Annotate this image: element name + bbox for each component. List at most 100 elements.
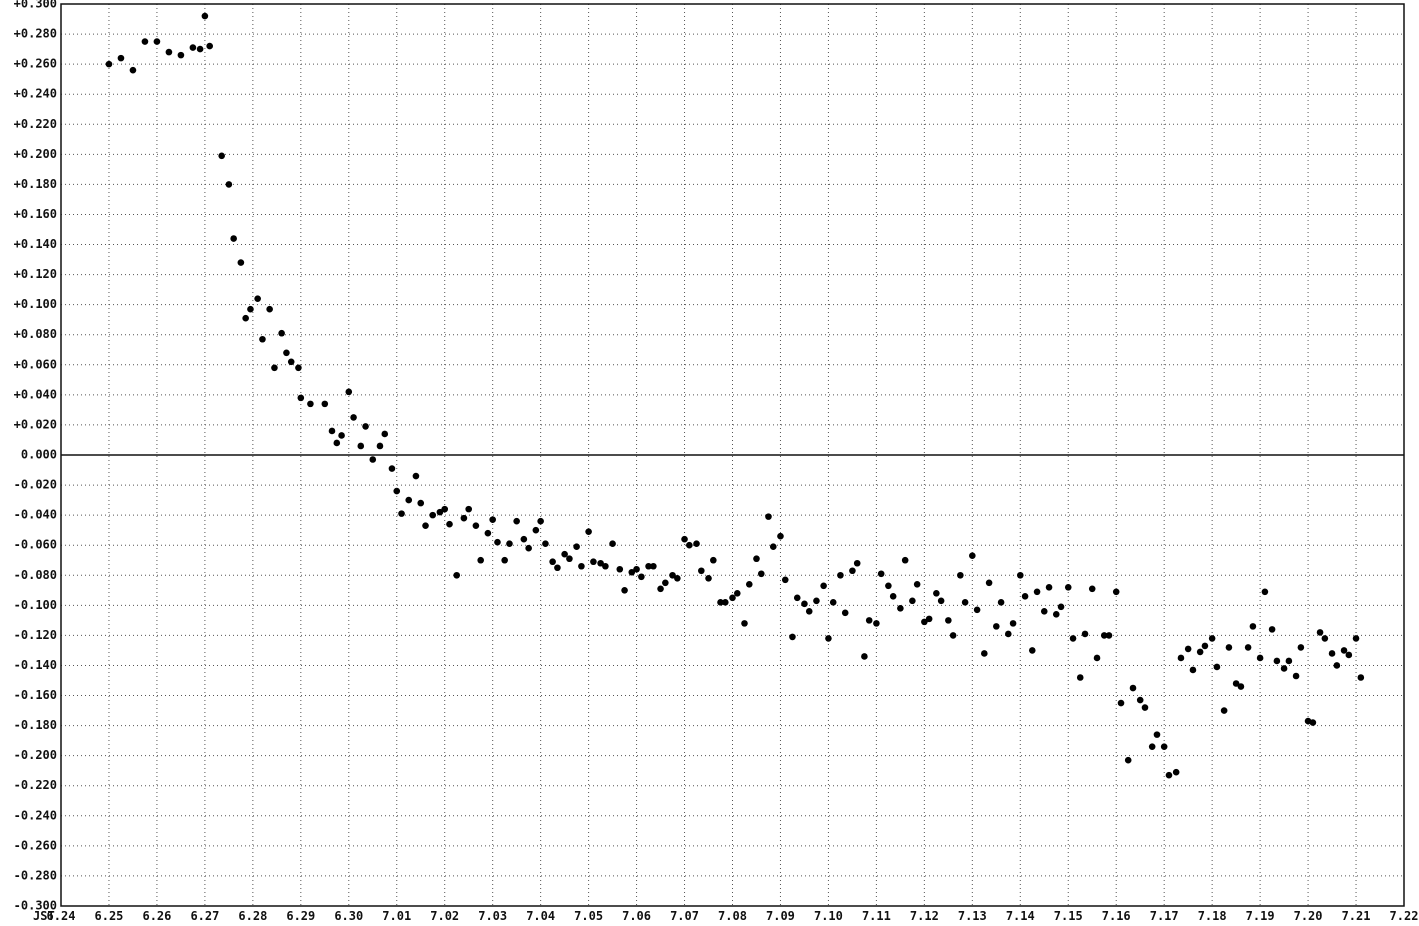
data-point	[345, 388, 353, 396]
data-point	[1016, 571, 1024, 579]
data-point	[1076, 674, 1084, 681]
x-axis-prefix: JST	[33, 909, 55, 923]
data-point	[693, 540, 700, 547]
data-point	[1256, 654, 1264, 662]
data-point	[901, 556, 909, 564]
x-tick-label: 7.14	[1006, 909, 1035, 923]
data-point	[993, 623, 1000, 630]
data-point	[1352, 635, 1360, 642]
data-point	[873, 620, 880, 627]
data-point	[429, 511, 437, 519]
data-point	[805, 608, 813, 615]
data-point	[321, 400, 329, 408]
data-point	[961, 599, 969, 606]
y-tick-label: -0.060	[14, 538, 57, 552]
data-point	[1004, 630, 1012, 638]
y-tick-label: -0.180	[14, 718, 57, 732]
data-point	[417, 499, 425, 507]
x-tick-label: 7.08	[718, 909, 747, 923]
x-tick-label: 7.02	[430, 909, 459, 923]
data-point	[189, 44, 197, 51]
data-point	[1196, 648, 1204, 656]
data-point	[1184, 645, 1192, 653]
data-point	[578, 562, 585, 570]
data-point	[969, 552, 976, 560]
data-points	[105, 12, 1365, 779]
y-tick-label: -0.140	[14, 658, 57, 672]
y-tick-label: +0.140	[14, 237, 57, 251]
data-point	[247, 305, 254, 313]
data-point	[177, 51, 185, 59]
data-point	[765, 513, 772, 520]
data-point	[1088, 585, 1096, 593]
data-point	[829, 599, 837, 606]
data-point	[1285, 657, 1293, 665]
x-tick-label: 7.03	[478, 909, 507, 923]
y-tick-label: +0.240	[14, 87, 57, 101]
y-tick-label: +0.040	[14, 387, 57, 401]
data-point	[669, 571, 676, 579]
data-point	[662, 579, 669, 587]
data-point	[225, 181, 233, 188]
data-point	[1268, 626, 1276, 633]
data-point	[388, 465, 396, 472]
x-tick-label: 6.25	[95, 909, 124, 923]
data-point	[537, 517, 544, 525]
data-point	[287, 358, 295, 366]
data-point	[1129, 684, 1137, 692]
x-tick-label: 7.07	[670, 909, 699, 923]
x-tick-label: 7.10	[814, 909, 843, 923]
data-point	[781, 576, 789, 584]
data-point	[981, 650, 988, 657]
x-tick-label: 6.24	[47, 909, 76, 923]
data-point	[841, 609, 849, 617]
data-point	[897, 605, 904, 612]
data-point	[865, 617, 873, 624]
x-tick-label: 7.09	[766, 909, 795, 923]
data-point	[230, 235, 237, 242]
data-point	[1009, 620, 1017, 627]
data-point	[1220, 707, 1228, 714]
y-tick-label: -0.220	[14, 778, 57, 792]
data-point	[609, 540, 616, 547]
data-point	[1069, 635, 1077, 642]
data-point	[1225, 644, 1233, 651]
data-point	[849, 567, 856, 575]
data-point	[1357, 674, 1365, 681]
data-point	[1105, 632, 1113, 639]
data-point	[997, 599, 1005, 606]
data-point	[686, 541, 693, 549]
data-point	[925, 615, 933, 623]
data-point	[338, 432, 345, 439]
data-point	[628, 568, 636, 576]
data-point	[722, 599, 729, 606]
data-point	[153, 38, 161, 45]
data-point	[681, 535, 688, 543]
data-point	[542, 540, 549, 547]
y-tick-label: +0.260	[14, 57, 57, 71]
data-point	[717, 599, 724, 606]
data-point	[513, 517, 520, 525]
y-tick-label: +0.200	[14, 147, 57, 161]
data-point	[1124, 756, 1132, 764]
data-point	[1292, 672, 1300, 680]
data-point	[460, 514, 468, 522]
x-tick-label: 7.11	[862, 909, 891, 923]
x-tick-label: 7.16	[1102, 909, 1131, 923]
data-point	[1340, 647, 1348, 654]
data-point	[1316, 629, 1324, 636]
y-tick-label: -0.240	[14, 808, 57, 822]
y-tick-label: +0.080	[14, 327, 57, 341]
data-point	[733, 590, 741, 597]
data-point	[333, 439, 341, 447]
data-point	[549, 558, 556, 566]
x-tick-label: 6.26	[142, 909, 171, 923]
data-point	[945, 617, 952, 624]
data-point	[801, 600, 808, 608]
data-point	[283, 349, 290, 357]
x-tick-label: 7.20	[1294, 909, 1323, 923]
data-point	[616, 565, 624, 573]
data-point	[1201, 642, 1209, 650]
data-point	[278, 329, 285, 337]
